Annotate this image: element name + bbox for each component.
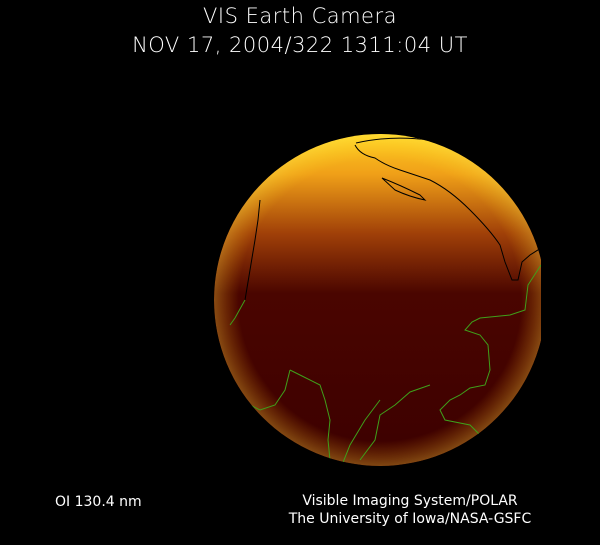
- instrument-label: Visible Imaging System/POLAR: [302, 493, 518, 509]
- image-timestamp: NOV 17, 2004/322 1311:04 UT: [132, 33, 468, 57]
- credit-block: Visible Imaging System/POLAR The Univers…: [250, 492, 570, 528]
- image-title: VIS Earth Camera: [203, 4, 397, 28]
- coastline-night: [229, 264, 541, 466]
- wavelength-label: OI 130.4 nm: [55, 494, 142, 510]
- institution-label: The University of Iowa/NASA-GSFC: [288, 511, 532, 527]
